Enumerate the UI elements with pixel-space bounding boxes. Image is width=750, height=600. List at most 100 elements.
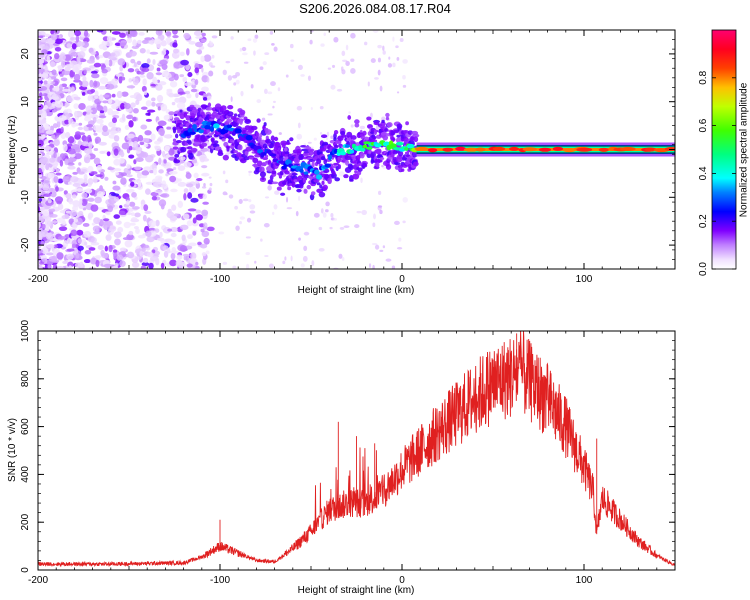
- spectrogram-ridge-halo: [221, 138, 226, 142]
- snr-ytick-label: 400: [20, 466, 31, 483]
- spectrogram-noise-blob: [84, 241, 88, 246]
- spectrogram-noise-blob: [165, 37, 172, 42]
- spectrogram-noise-blob: [64, 102, 70, 107]
- spectrogram-noise-blob: [169, 80, 178, 88]
- spectrogram-noise-blob: [377, 205, 383, 208]
- spectrogram-ridge-halo: [187, 146, 193, 150]
- spectrogram-noise-blob: [341, 50, 346, 57]
- spectrogram-ridge-core: [339, 151, 347, 156]
- spectrogram-noise-blob: [72, 96, 81, 100]
- spectrogram-noise-blob: [264, 88, 268, 94]
- spectrogram-noise-blob: [47, 172, 55, 179]
- spectrogram-noise-blob: [111, 266, 115, 269]
- spectrogram-noise-blob: [270, 81, 276, 87]
- spectrogram-noise-blob: [133, 61, 137, 68]
- spectrogram-noise-blob: [165, 31, 172, 37]
- spectrogram-noise-blob: [234, 205, 238, 210]
- spectrogram-ridge-halo: [258, 166, 265, 173]
- spectrogram-noise-blob: [284, 256, 287, 261]
- spectrogram-noise-blob: [183, 32, 191, 40]
- spectrogram-noise-blob: [134, 212, 141, 218]
- spectrogram-noise-blob: [202, 201, 209, 205]
- spectrogram-ridge-halo: [340, 130, 346, 136]
- spectrogram-ridge-halo: [354, 170, 358, 174]
- spectrogram-noise-blob: [131, 262, 140, 268]
- spectrogram-noise-blob: [154, 189, 163, 194]
- spectrogram-noise-blob: [103, 263, 113, 268]
- spectrogram-noise-blob: [98, 43, 106, 50]
- spectrogram-noise-blob: [58, 115, 67, 121]
- spectrogram-noise-blob: [330, 212, 334, 218]
- spectrogram-noise-blob: [155, 257, 160, 266]
- spectrogram-ridge-core: [187, 128, 193, 133]
- spectrogram-noise-blob: [70, 229, 78, 237]
- spectrogram-noise-blob: [233, 82, 237, 86]
- spectrogram-noise-blob: [121, 76, 126, 81]
- spectrogram-noise-blob: [60, 60, 66, 68]
- spectrogram-noise-blob: [121, 113, 126, 122]
- snr-ytick-label: 800: [20, 370, 31, 387]
- spectrogram-ridge-halo: [226, 111, 234, 117]
- spectrogram-noise-blob: [88, 141, 93, 149]
- spectrogram-noise-blob: [66, 43, 72, 48]
- spectrogram-noise-blob: [76, 56, 81, 64]
- spectrogram-frame: [37, 29, 676, 270]
- spectrogram-noise-blob: [190, 252, 197, 260]
- spectrogram-ridge-halo: [404, 151, 410, 155]
- spectrogram-noise-blob: [123, 167, 129, 174]
- spectrogram-noise-blob: [93, 80, 98, 87]
- spectrogram-noise-blob: [87, 197, 95, 202]
- spectrogram-ridge-halo: [335, 139, 342, 145]
- spectrogram-noise-blob: [395, 45, 399, 49]
- spectrogram-ridge-halo: [293, 179, 298, 183]
- spectrogram-ridge-halo: [394, 162, 401, 166]
- spectrogram-ridge-halo: [172, 146, 179, 150]
- spectrogram-noise-blob: [96, 118, 104, 124]
- spectrogram-noise-blob: [154, 140, 161, 145]
- spectrogram-noise-blob: [57, 65, 63, 72]
- spectrogram-noise-blob: [191, 79, 196, 86]
- spectrogram-noise-blob: [396, 57, 400, 61]
- colorbar-tick-label: 0.8: [698, 70, 709, 84]
- spectrogram-noise-blob: [99, 150, 106, 154]
- colorbar-tick-label: 0.2: [698, 214, 709, 228]
- spectrogram-noise-blob: [159, 59, 168, 66]
- spectrogram-ridge-halo: [363, 164, 368, 168]
- spectrogram-ridge-halo: [304, 146, 312, 150]
- spectrogram-noise-blob: [67, 181, 73, 185]
- spectrogram-noise-blob: [271, 42, 275, 46]
- spectrogram-noise-blob: [141, 85, 147, 92]
- spectrogram-noise-blob: [111, 103, 119, 110]
- spectrogram-band-peak: [598, 147, 609, 152]
- spectrogram-ridge-halo: [396, 123, 403, 129]
- spectrogram-noise-blob: [232, 265, 237, 269]
- spectrogram-noise-blob: [150, 191, 159, 197]
- spectrogram-ridge-halo: [255, 131, 260, 138]
- spectrogram-noise-blob: [112, 153, 121, 159]
- spectrogram-noise-blob: [185, 63, 191, 71]
- spectrogram-noise-blob: [73, 153, 82, 160]
- spectrogram-noise-blob: [119, 41, 127, 47]
- spectrogram-noise-blob: [97, 85, 107, 90]
- spectrogram-noise-blob: [364, 41, 368, 46]
- spectrogram-noise-blob: [138, 31, 145, 36]
- spectrogram-noise-blob: [197, 241, 202, 246]
- spectrogram-noise-blob: [267, 91, 273, 95]
- spectrogram-noise-blob: [155, 219, 160, 227]
- spectrogram-band-peak: [455, 146, 467, 151]
- spectrogram-noise-blob: [71, 243, 77, 249]
- spectrogram-xtick-label: 100: [576, 274, 593, 285]
- spectrogram-noise-blob: [143, 90, 148, 96]
- spectrogram-noise-blob: [63, 240, 69, 248]
- spectrogram-noise-blob: [98, 94, 104, 102]
- spectrogram-noise-blob: [60, 131, 67, 140]
- spectrogram-noise-blob: [325, 201, 330, 207]
- spectrogram-noise-blob: [179, 224, 189, 231]
- spectrogram-noise-blob: [110, 130, 118, 134]
- spectrogram-noise-blob: [177, 181, 187, 187]
- spectrogram-noise-blob: [186, 220, 193, 227]
- spectrogram-noise-blob: [158, 169, 164, 174]
- spectrogram-noise-blob: [114, 171, 119, 176]
- spectrogram-ridge-halo: [285, 142, 291, 145]
- spectrogram-ridge-halo: [291, 172, 298, 176]
